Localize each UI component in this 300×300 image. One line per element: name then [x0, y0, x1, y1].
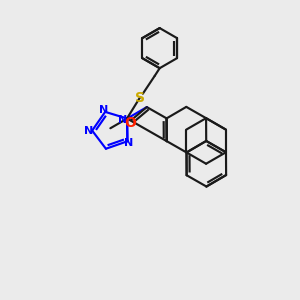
Text: O: O — [124, 116, 136, 130]
Text: N: N — [99, 105, 108, 115]
Text: S: S — [135, 91, 145, 105]
Text: N: N — [124, 138, 133, 148]
Text: N: N — [84, 126, 93, 136]
Text: N: N — [118, 115, 127, 124]
